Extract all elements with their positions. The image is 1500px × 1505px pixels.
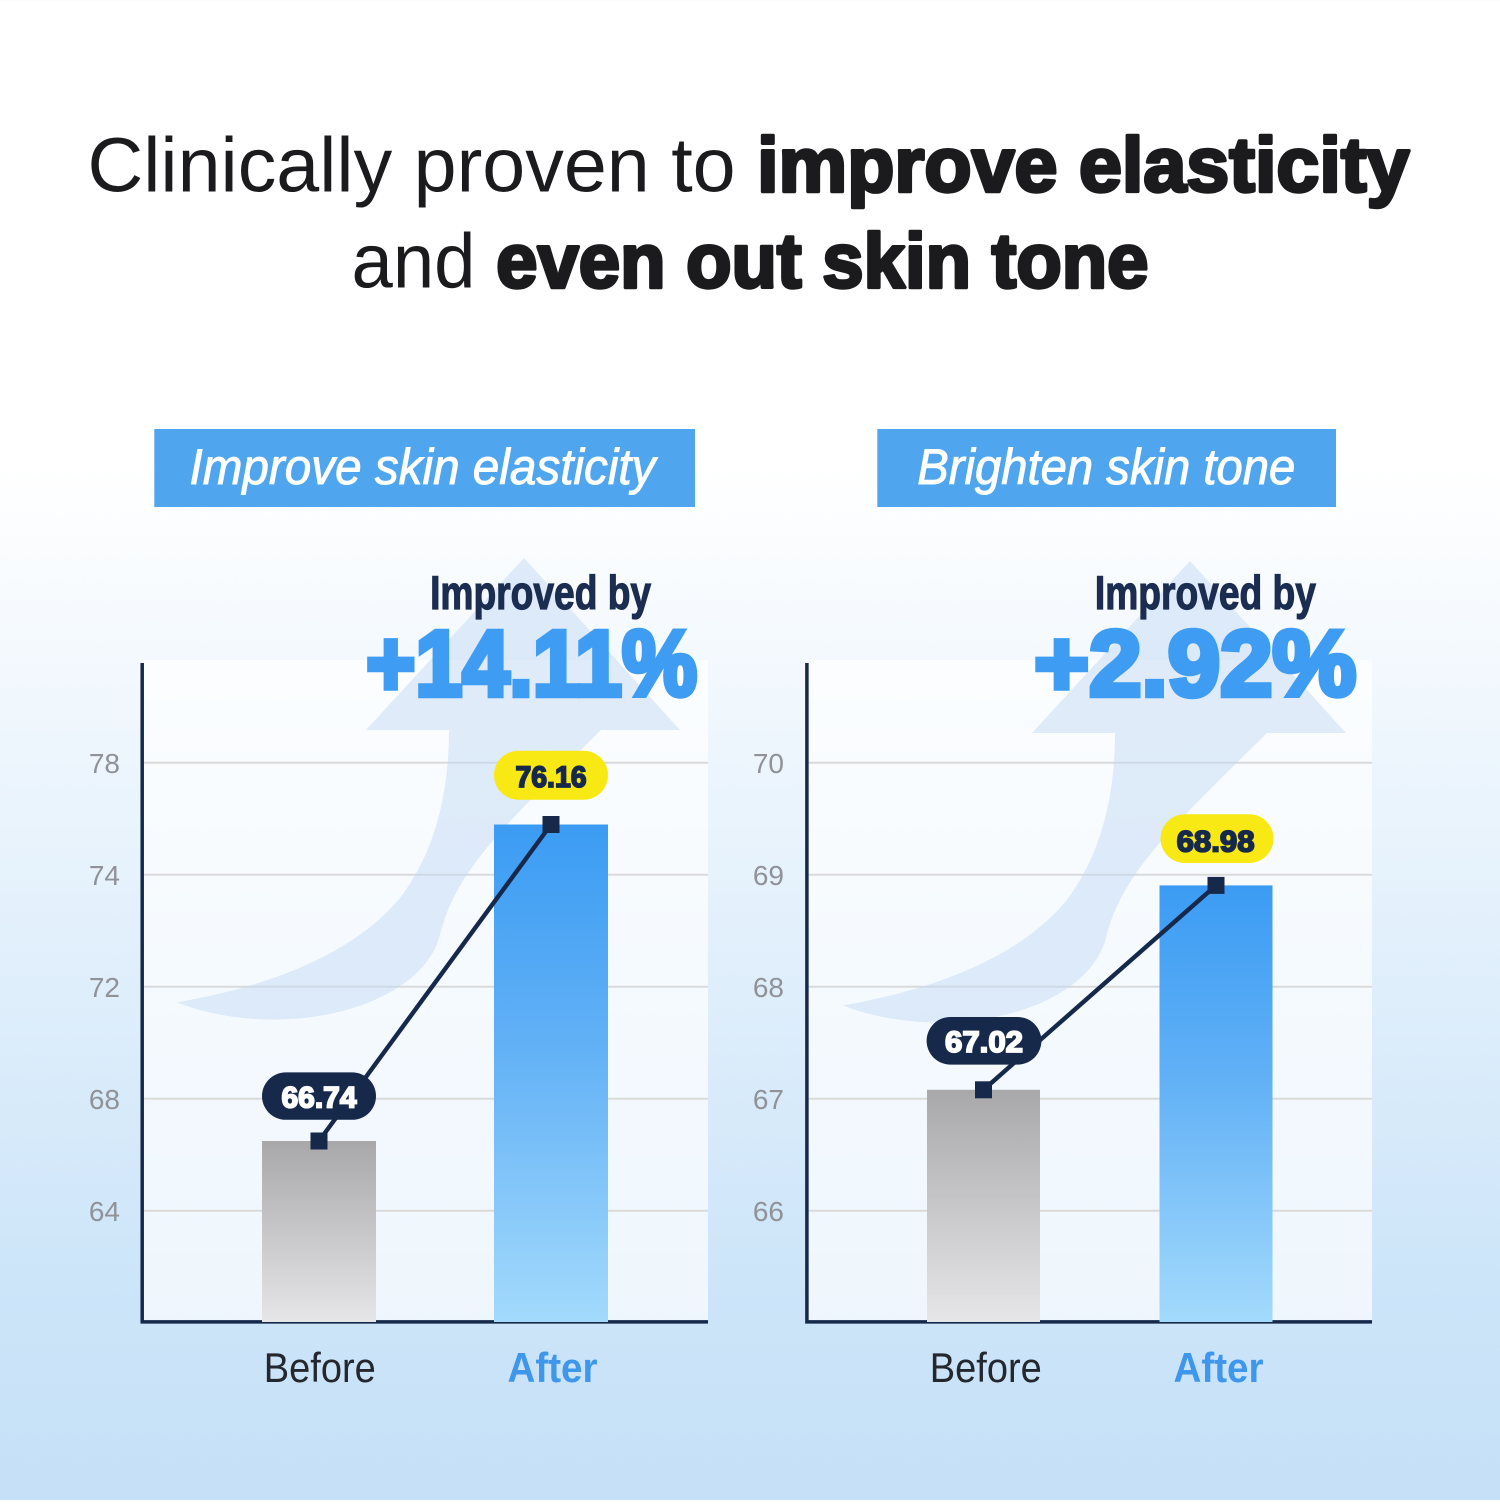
svg-text:67: 67 [753,1084,784,1115]
svg-text:68.98: 68.98 [1177,825,1255,858]
svg-text:Before: Before [264,1344,376,1391]
svg-text:Improve skin elasticity: Improve skin elasticity [190,439,659,495]
svg-text:76.16: 76.16 [516,761,587,794]
svg-text:and even out skin tone: and even out skin tone [352,219,1149,305]
svg-text:78: 78 [89,748,120,779]
svg-text:66: 66 [753,1196,784,1227]
svg-text:72: 72 [89,972,120,1003]
svg-text:70: 70 [753,748,784,779]
svg-text:69: 69 [753,860,784,891]
svg-text:74: 74 [89,860,120,891]
svg-text:Clinically proven to improve e: Clinically proven to improve elasticity [88,123,1410,209]
svg-text:Improved by: Improved by [430,566,651,619]
svg-text:Brighten skin tone: Brighten skin tone [917,439,1295,495]
svg-text:64: 64 [89,1196,120,1227]
svg-text:68: 68 [753,972,784,1003]
svg-text:68: 68 [89,1084,120,1115]
svg-text:+14.11%: +14.11% [366,612,697,716]
svg-text:66.74: 66.74 [282,1082,357,1115]
svg-text:After: After [1174,1344,1264,1391]
svg-text:After: After [508,1344,598,1391]
svg-text:+2.92%: +2.92% [1034,612,1356,716]
svg-text:Improved by: Improved by [1095,566,1316,619]
svg-text:Before: Before [930,1344,1042,1391]
svg-text:67.02: 67.02 [945,1026,1023,1059]
